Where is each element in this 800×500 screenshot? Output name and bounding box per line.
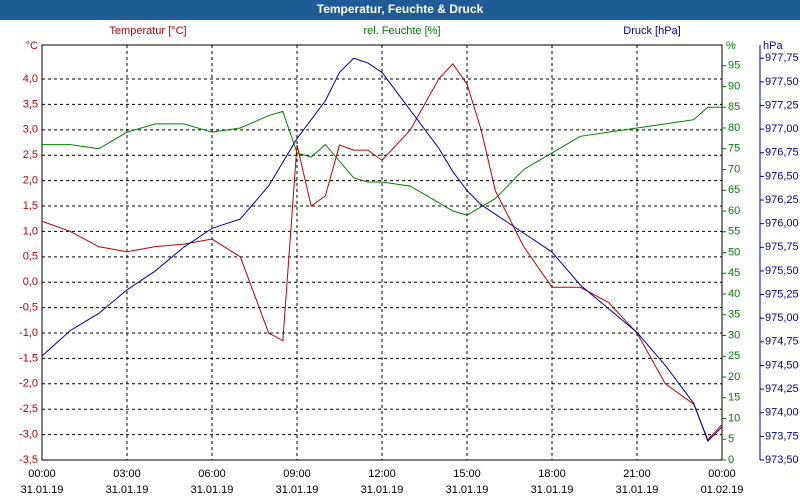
x-tick-date: 31.01.19 (446, 484, 489, 496)
x-tick-date: 31.01.19 (21, 484, 64, 496)
y2-tick-label: 40 (728, 288, 740, 300)
y-tick-label: 0,5 (23, 251, 38, 263)
y2-tick-label: 30 (728, 329, 740, 341)
title-bar (0, 0, 800, 20)
y3-tick-label: 975,25 (765, 288, 799, 300)
y-tick-label: -3,5 (19, 454, 38, 466)
y2-tick-label: 20 (728, 371, 740, 383)
y2-tick-label: 60 (728, 205, 740, 217)
y3-tick-label: 977,00 (765, 123, 799, 135)
y2-tick-label: 35 (728, 309, 740, 321)
y-tick-label: 0,0 (23, 276, 38, 288)
y2-tick-label: 80 (728, 122, 740, 134)
y3-tick-label: 975,50 (765, 265, 799, 277)
x-tick-label: 09:00 (283, 468, 311, 480)
y2-tick-label: 50 (728, 246, 740, 258)
x-tick-date: 31.01.19 (361, 484, 404, 496)
y-tick-label: -2,0 (19, 378, 38, 390)
x-tick-date: 31.01.19 (191, 484, 234, 496)
y3-tick-label: 975,75 (765, 241, 799, 253)
y2-tick-label: 10 (728, 412, 740, 424)
x-tick-label: 03:00 (113, 468, 141, 480)
y2-tick-label: 45 (728, 267, 740, 279)
y3-tick-label: 973,75 (765, 430, 799, 442)
y3-unit: hPa (763, 40, 783, 52)
y3-tick-label: 976,75 (765, 147, 799, 159)
y3-tick-label: 975,00 (765, 312, 799, 324)
y2-tick-label: 65 (728, 184, 740, 196)
y-tick-label: 3,0 (23, 124, 38, 136)
y2-tick-label: 0 (728, 454, 734, 466)
y2-tick-label: 85 (728, 101, 740, 113)
x-tick-label: 00:00 (28, 468, 56, 480)
y3-tick-label: 976,00 (765, 218, 799, 230)
x-tick-date: 31.01.19 (531, 484, 574, 496)
y2-tick-label: 5 (728, 433, 734, 445)
y3-tick-label: 974,50 (765, 359, 799, 371)
series-line (41, 57, 723, 442)
y3-tick-label: 973,50 (765, 454, 799, 466)
y-tick-label: 4,0 (23, 73, 38, 85)
y-tick-label: -3,0 (19, 429, 38, 441)
x-tick-date: 01.02.19 (701, 484, 744, 496)
y-tick-label: 1,5 (23, 200, 38, 212)
x-tick-date: 31.01.19 (106, 484, 149, 496)
y2-tick-label: 95 (728, 60, 740, 72)
x-tick-label: 15:00 (453, 468, 481, 480)
y-tick-label: -1,0 (19, 327, 38, 339)
y2-tick-label: 55 (728, 226, 740, 238)
x-tick-label: 06:00 (198, 468, 226, 480)
y-tick-label: 3,5 (23, 98, 38, 110)
y2-unit: % (726, 40, 736, 52)
y2-tick-label: 70 (728, 163, 740, 175)
y3-tick-label: 974,00 (765, 407, 799, 419)
x-tick-date: 31.01.19 (616, 484, 659, 496)
y-tick-label: -0,5 (19, 302, 38, 314)
y2-axis-title: rel. Feuchte [%] (363, 25, 440, 37)
y2-tick-label: 90 (728, 80, 740, 92)
y-unit: °C (26, 40, 38, 52)
y2-tick-label: 75 (728, 143, 740, 155)
y-tick-label: 2,0 (23, 175, 38, 187)
x-tick-label: 18:00 (538, 468, 566, 480)
y3-tick-label: 976,25 (765, 194, 799, 206)
y2-tick-label: 15 (728, 392, 740, 404)
x-tick-label: 00:00 (708, 468, 736, 480)
y-tick-label: 1,0 (23, 225, 38, 237)
y3-axis-title: Druck [hPa] (623, 25, 680, 37)
y-tick-label: 2,5 (23, 149, 38, 161)
y-tick-label: -2,5 (19, 403, 38, 415)
y3-tick-label: 974,75 (765, 336, 799, 348)
y2-tick-label: 25 (728, 350, 740, 362)
y3-tick-label: 974,25 (765, 383, 799, 395)
x-tick-label: 12:00 (368, 468, 396, 480)
series-line (42, 106, 722, 216)
y-axis-title: Temperatur [°C] (109, 25, 186, 37)
y3-tick-label: 976,50 (765, 170, 799, 182)
y3-tick-label: 977,25 (765, 99, 799, 111)
y3-tick-label: 977,75 (765, 52, 799, 64)
chart-title: Temperatur, Feuchte & Druck (317, 2, 484, 16)
x-tick-date: 31.01.19 (276, 484, 319, 496)
y3-tick-label: 977,50 (765, 76, 799, 88)
series-line (41, 63, 723, 441)
x-tick-label: 21:00 (623, 468, 651, 480)
y-tick-label: -1,5 (19, 352, 38, 364)
